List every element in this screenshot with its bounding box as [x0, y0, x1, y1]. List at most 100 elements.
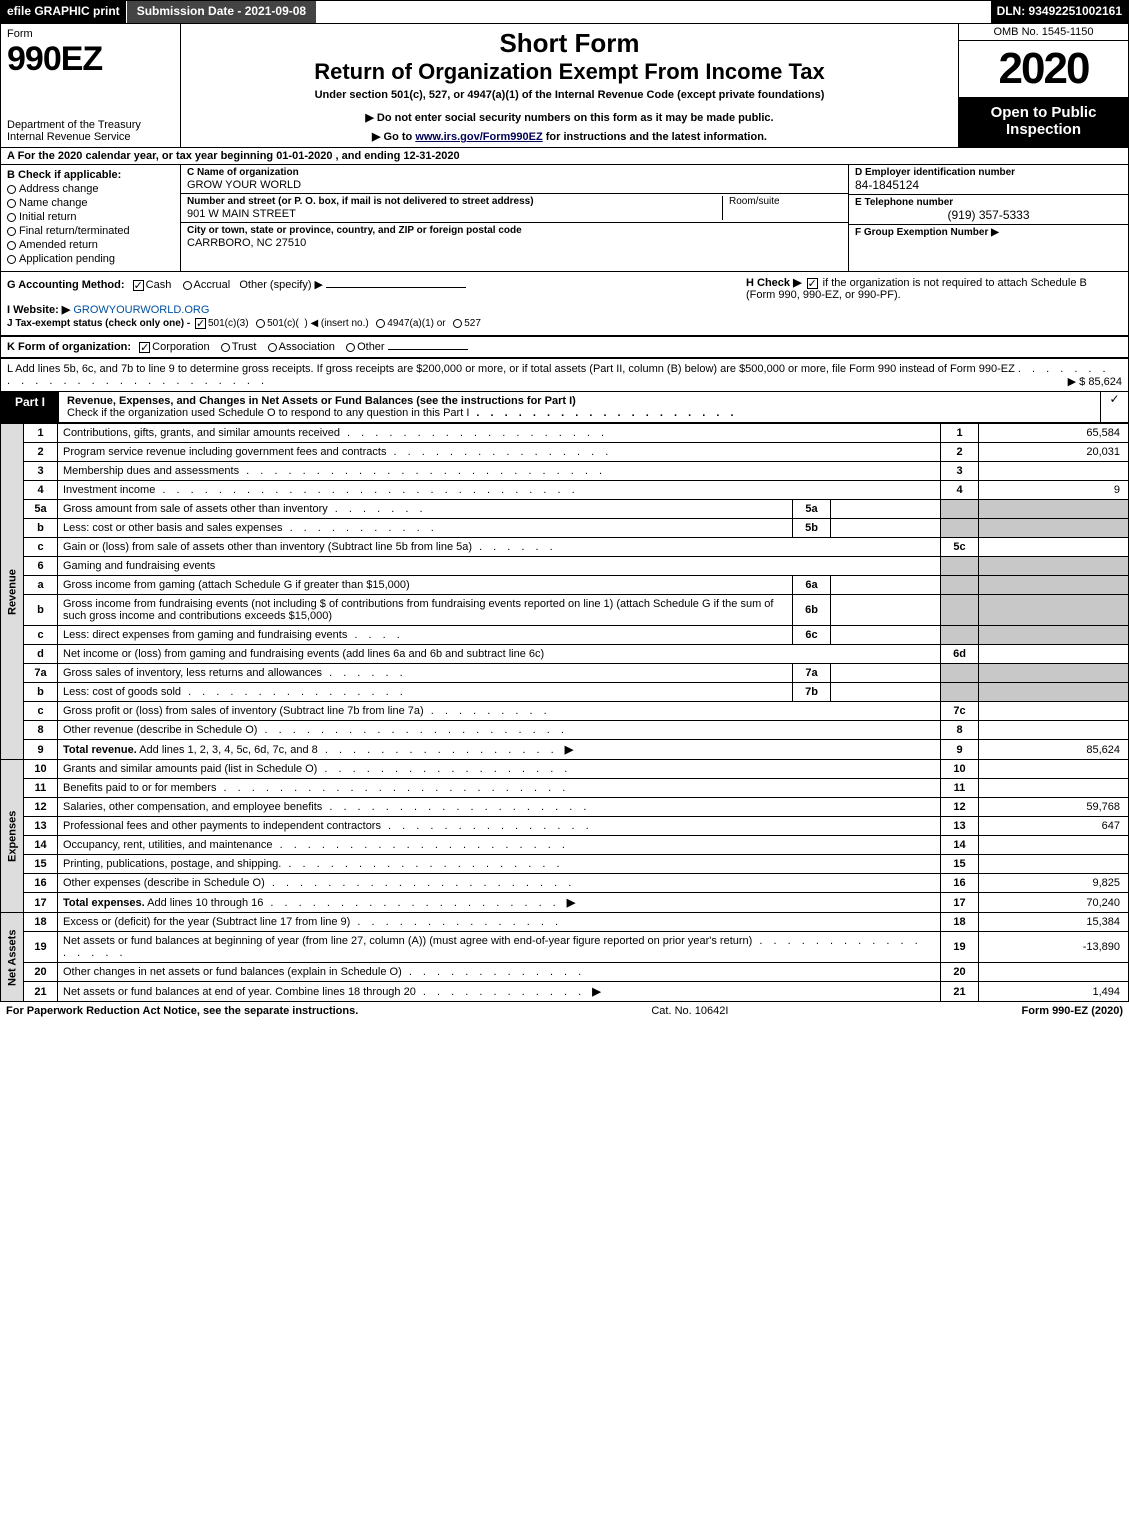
submission-date: Submission Date - 2021-09-08: [126, 1, 316, 23]
line-6c: c Less: direct expenses from gaming and …: [1, 626, 1129, 645]
ck-501c[interactable]: [256, 319, 265, 328]
ck-initial-return[interactable]: Initial return: [7, 211, 174, 223]
subtitle-code: Under section 501(c), 527, or 4947(a)(1)…: [189, 89, 950, 101]
efile-label[interactable]: efile GRAPHIC print: [1, 1, 126, 23]
ck-4947[interactable]: [376, 319, 385, 328]
amt-9: 85,624: [979, 740, 1129, 760]
warn-ssn: ▶ Do not enter social security numbers o…: [189, 111, 950, 124]
side-expenses: Expenses: [1, 760, 24, 913]
section-h: H Check ▶ if the organization is not req…: [742, 276, 1122, 301]
amt-17: 70,240: [979, 893, 1129, 913]
website[interactable]: GROWYOURWORLD.ORG: [73, 304, 209, 316]
paperwork-notice: For Paperwork Reduction Act Notice, see …: [6, 1005, 358, 1017]
irs-link[interactable]: www.irs.gov/Form990EZ: [415, 131, 542, 143]
line-5c: c Gain or (loss) from sale of assets oth…: [1, 538, 1129, 557]
line-21: 21 Net assets or fund balances at end of…: [1, 982, 1129, 1002]
line-7b: b Less: cost of goods sold . . . . . . .…: [1, 683, 1129, 702]
ck-app-pending[interactable]: Application pending: [7, 253, 174, 265]
amt-4: 9: [979, 481, 1129, 500]
ck-cash[interactable]: [133, 280, 144, 291]
section-j: J Tax-exempt status (check only one) - 5…: [7, 318, 1122, 329]
open-public: Open to Public Inspection: [959, 98, 1128, 147]
ck-corp[interactable]: [139, 342, 150, 353]
ck-accrual[interactable]: [183, 281, 192, 290]
gross-receipts: ▶ $ 85,624: [1068, 375, 1122, 388]
line-18: Net Assets 18 Excess or (deficit) for th…: [1, 913, 1129, 932]
line-8: 8 Other revenue (describe in Schedule O)…: [1, 721, 1129, 740]
section-l: L Add lines 5b, 6c, and 7b to line 9 to …: [0, 358, 1129, 392]
ck-501c3[interactable]: [195, 318, 206, 329]
line-2: 2 Program service revenue including gove…: [1, 443, 1129, 462]
section-def: D Employer identification number 84-1845…: [848, 165, 1128, 271]
line-16: 16 Other expenses (describe in Schedule …: [1, 874, 1129, 893]
section-k: K Form of organization: Corporation Trus…: [0, 336, 1129, 358]
ck-address-change[interactable]: Address change: [7, 183, 174, 195]
amt-21: 1,494: [979, 982, 1129, 1002]
header-right: OMB No. 1545-1150 2020 Open to Public In…: [958, 24, 1128, 147]
info-block: B Check if applicable: Address change Na…: [0, 165, 1129, 272]
ein: 84-1845124: [855, 178, 1122, 192]
org-street: 901 W MAIN STREET: [187, 208, 722, 220]
section-b: B Check if applicable: Address change Na…: [1, 165, 181, 271]
amt-12: 59,768: [979, 798, 1129, 817]
line-6: 6 Gaming and fundraising events: [1, 557, 1129, 576]
org-city: CARRBORO, NC 27510: [187, 237, 842, 249]
ck-527[interactable]: [453, 319, 462, 328]
ck-schedule-o[interactable]: [1100, 392, 1128, 422]
form-word: Form: [7, 28, 174, 40]
title-return: Return of Organization Exempt From Incom…: [189, 59, 950, 85]
department: Department of the Treasury Internal Reve…: [7, 119, 174, 143]
ck-amended[interactable]: Amended return: [7, 239, 174, 251]
dln: DLN: 93492251002161: [991, 1, 1128, 23]
ck-h[interactable]: [807, 278, 818, 289]
amt-2: 20,031: [979, 443, 1129, 462]
line-14: 14 Occupancy, rent, utilities, and maint…: [1, 836, 1129, 855]
line-5b: b Less: cost or other basis and sales ex…: [1, 519, 1129, 538]
calendar-year-row: A For the 2020 calendar year, or tax yea…: [0, 148, 1129, 165]
page-footer: For Paperwork Reduction Act Notice, see …: [0, 1002, 1129, 1020]
form-number: 990EZ: [7, 40, 174, 79]
line-9: 9 Total revenue. Add lines 1, 2, 3, 4, 5…: [1, 740, 1129, 760]
room-suite: Room/suite: [722, 196, 842, 220]
group-exemption: F Group Exemption Number ▶: [855, 227, 1122, 238]
line-17: 17 Total expenses. Add lines 10 through …: [1, 893, 1129, 913]
line-20: 20 Other changes in net assets or fund b…: [1, 963, 1129, 982]
amt-1: 65,584: [979, 424, 1129, 443]
form-ref: Form 990-EZ (2020): [1022, 1005, 1124, 1017]
efile-topbar: efile GRAPHIC print Submission Date - 20…: [0, 0, 1129, 24]
line-7c: c Gross profit or (loss) from sales of i…: [1, 702, 1129, 721]
section-i: I Website: ▶ GROWYOURWORLD.ORG: [7, 303, 1122, 316]
ck-name-change[interactable]: Name change: [7, 197, 174, 209]
line-10: Expenses 10 Grants and similar amounts p…: [1, 760, 1129, 779]
line-6b: b Gross income from fundraising events (…: [1, 595, 1129, 626]
part-i-header: Part I Revenue, Expenses, and Changes in…: [0, 392, 1129, 423]
line-5a: 5a Gross amount from sale of assets othe…: [1, 500, 1129, 519]
line-7a: 7a Gross sales of inventory, less return…: [1, 664, 1129, 683]
amt-16: 9,825: [979, 874, 1129, 893]
ck-final-return[interactable]: Final return/terminated: [7, 225, 174, 237]
side-revenue: Revenue: [1, 424, 24, 760]
part-i-tag: Part I: [1, 392, 59, 422]
amt-13: 647: [979, 817, 1129, 836]
cat-no: Cat. No. 10642I: [358, 1005, 1021, 1017]
line-12: 12 Salaries, other compensation, and emp…: [1, 798, 1129, 817]
title-short-form: Short Form: [189, 28, 950, 59]
amt-18: 15,384: [979, 913, 1129, 932]
line-13: 13 Professional fees and other payments …: [1, 817, 1129, 836]
ck-other-org[interactable]: [346, 343, 355, 352]
part-i-table: Revenue 1 Contributions, gifts, grants, …: [0, 423, 1129, 1002]
amt-19: -13,890: [979, 932, 1129, 963]
line-1: Revenue 1 Contributions, gifts, grants, …: [1, 424, 1129, 443]
telephone: (919) 357-5333: [855, 208, 1122, 222]
header-left: Form 990EZ Department of the Treasury In…: [1, 24, 181, 147]
side-net-assets: Net Assets: [1, 913, 24, 1002]
ck-assoc[interactable]: [268, 343, 277, 352]
omb-number: OMB No. 1545-1150: [959, 24, 1128, 41]
line-6d: d Net income or (loss) from gaming and f…: [1, 645, 1129, 664]
form-header: Form 990EZ Department of the Treasury In…: [0, 24, 1129, 148]
line-3: 3 Membership dues and assessments . . . …: [1, 462, 1129, 481]
ck-trust[interactable]: [221, 343, 230, 352]
header-center: Short Form Return of Organization Exempt…: [181, 24, 958, 147]
goto-line: ▶ Go to www.irs.gov/Form990EZ for instru…: [189, 130, 950, 143]
section-c: C Name of organization GROW YOUR WORLD N…: [181, 165, 848, 271]
